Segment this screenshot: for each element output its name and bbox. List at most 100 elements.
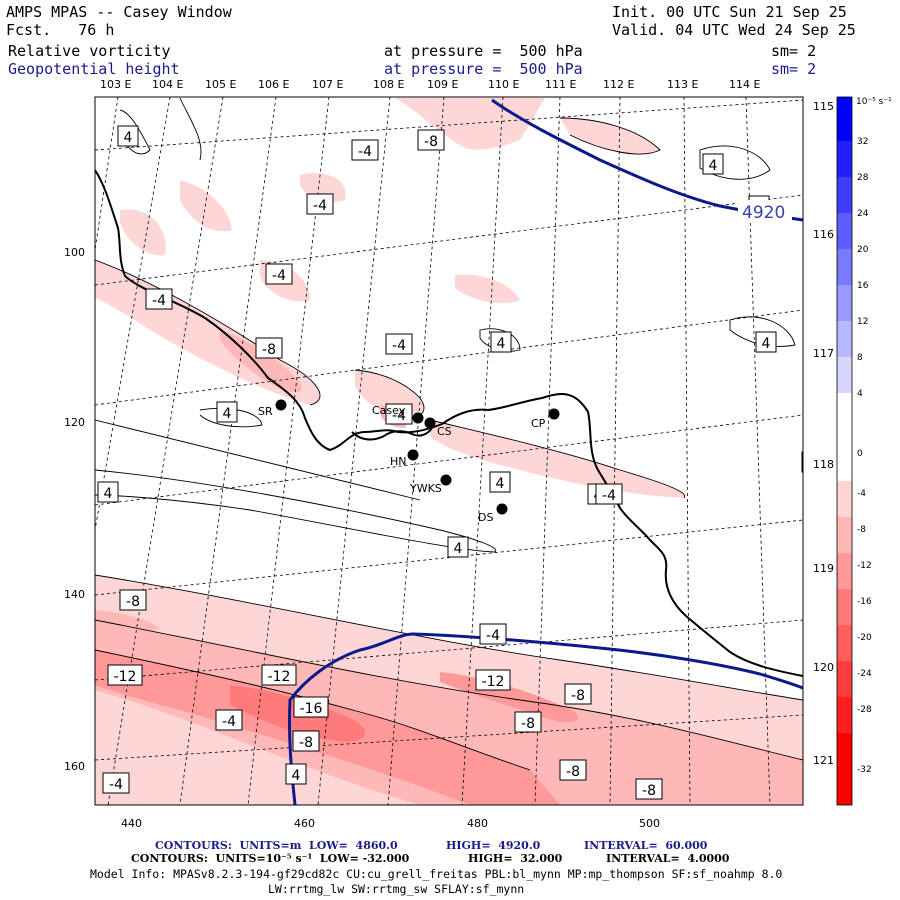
svg-text:-24: -24 — [857, 669, 872, 679]
contour-label: -12 — [261, 664, 297, 686]
svg-text:20: 20 — [857, 245, 869, 255]
svg-text:-4: -4 — [486, 628, 500, 644]
svg-text:-8: -8 — [424, 134, 438, 150]
model-title: AMPS MPAS -- Casey Window — [6, 3, 232, 21]
contour-label: -8 — [417, 129, 445, 151]
contour-label: -4 — [102, 772, 130, 794]
contour-label: -8 — [119, 589, 147, 611]
svg-text:4: 4 — [124, 130, 133, 146]
lon-label-right: 115 E — [813, 100, 845, 113]
valid-time: Valid. 04 UTC Wed 24 Sep 25 — [612, 21, 856, 39]
vorticity-contour-info: CONTOURS: UNITS=10⁻⁵ s⁻¹ LOW= -32.000 — [131, 852, 410, 865]
svg-text:-4: -4 — [392, 408, 406, 424]
svg-text:4: 4 — [709, 158, 718, 174]
svg-text:-4: -4 — [857, 489, 866, 499]
lon-label-right: 119 E — [813, 562, 845, 575]
contour-label: 4 — [702, 153, 724, 175]
smoothing-height: sm= 2 — [771, 60, 817, 78]
svg-text:DS: DS — [478, 511, 493, 524]
svg-text:4: 4 — [454, 541, 463, 557]
contour-label: -4 — [385, 333, 413, 355]
contour-label: -12 — [475, 669, 511, 691]
svg-text:-4: -4 — [272, 268, 286, 284]
colorbar: 10⁻⁵ s⁻¹ 32 28 24 20 16 12 8 4 0 -4 -8 -… — [836, 96, 892, 806]
svg-text:-4: -4 — [313, 198, 327, 214]
svg-text:-8: -8 — [262, 342, 276, 358]
station-sr: SR — [258, 399, 287, 418]
svg-text:Casey: Casey — [372, 404, 406, 417]
y-tick-label: 140 — [64, 588, 85, 601]
lon-label: 106 E — [258, 78, 290, 91]
contour-label: -4 — [595, 483, 623, 505]
svg-text:-8: -8 — [566, 764, 580, 780]
station-ds: DS — [478, 503, 508, 524]
lon-label-right: 116 E — [813, 228, 845, 241]
svg-text:4: 4 — [292, 768, 301, 784]
svg-text:CS: CS — [437, 425, 452, 438]
svg-text:-4: -4 — [222, 714, 236, 730]
height-contour-label: 4920 — [738, 200, 792, 223]
height-contour-info: CONTOURS: UNITS=m LOW= 4860.0 — [155, 839, 398, 852]
svg-text:-12: -12 — [114, 669, 137, 685]
svg-text:-16: -16 — [857, 597, 872, 607]
contour-label: -4 — [479, 623, 507, 645]
contour-label: -8 — [635, 778, 663, 800]
svg-text:4: 4 — [497, 336, 506, 352]
contour-label: -8 — [255, 337, 283, 359]
station-ywks: YWKS — [409, 474, 452, 495]
lon-label: 114 E — [729, 78, 761, 91]
lon-label: 108 E — [373, 78, 405, 91]
svg-text:-32: -32 — [857, 765, 872, 775]
contour-label: -4 — [265, 263, 293, 285]
contour-label: -12 — [107, 664, 143, 686]
contour-label: 4 — [755, 331, 777, 353]
svg-text:0: 0 — [857, 449, 863, 459]
contour-label: -16 — [293, 696, 329, 718]
lon-label: 107 E — [312, 78, 344, 91]
contour-label: 4 — [117, 125, 139, 147]
x-tick-label: 460 — [294, 817, 315, 830]
lon-label: 112 E — [603, 78, 635, 91]
forecast-hour: Fcst. 76 h — [6, 21, 115, 39]
svg-text:8: 8 — [857, 353, 863, 363]
svg-text:CP: CP — [531, 417, 546, 430]
svg-text:4920: 4920 — [742, 203, 785, 223]
contour-label: -4 — [215, 709, 243, 731]
svg-text:-12: -12 — [268, 669, 291, 685]
vorticity-contour-high: HIGH= 32.000 — [468, 852, 563, 865]
lon-label-right: 118 E — [813, 458, 845, 471]
svg-text:-12: -12 — [857, 561, 872, 571]
station-markers: SR Casey CS CP HN YWKS DS — [258, 399, 560, 524]
lon-label-right: 121 E — [813, 754, 845, 767]
x-tick-label: 480 — [467, 817, 488, 830]
y-tick-label: 120 — [64, 416, 85, 429]
contour-label: 4 — [490, 331, 512, 353]
contour-label: 4 — [801, 451, 803, 473]
svg-text:-8: -8 — [126, 594, 140, 610]
station-cp: CP — [531, 408, 560, 430]
svg-text:-20: -20 — [857, 633, 872, 643]
svg-text:32: 32 — [857, 137, 868, 147]
contour-label: -4 — [145, 288, 173, 310]
contour-labels: 4 -4 -8 4 4 -4 -4 -4 -8 -4 4 4 4 -4 4 4 … — [97, 125, 803, 800]
coastline — [95, 169, 803, 677]
y-tick-label: 100 — [64, 246, 85, 259]
svg-text:4: 4 — [104, 486, 113, 502]
lon-label: 105 E — [205, 78, 237, 91]
lon-label-right: 117 E — [813, 347, 845, 360]
vorticity-contour-interval: INTERVAL= 4.0000 — [606, 852, 730, 865]
contour-label: -4 — [351, 139, 379, 161]
smoothing-vorticity: sm= 2 — [771, 42, 817, 60]
contour-label: 4 — [285, 763, 307, 785]
svg-text:YWKS: YWKS — [409, 482, 442, 495]
svg-text:-4: -4 — [602, 488, 616, 504]
svg-text:-4: -4 — [152, 293, 166, 309]
x-tick-label: 500 — [639, 817, 660, 830]
x-tick-label: 440 — [121, 817, 142, 830]
pressure-level-vorticity: at pressure = 500 hPa — [384, 42, 583, 60]
height-contour-interval: INTERVAL= 60.000 — [584, 839, 708, 852]
svg-text:HN: HN — [390, 455, 407, 468]
station-casey: Casey — [372, 404, 424, 424]
